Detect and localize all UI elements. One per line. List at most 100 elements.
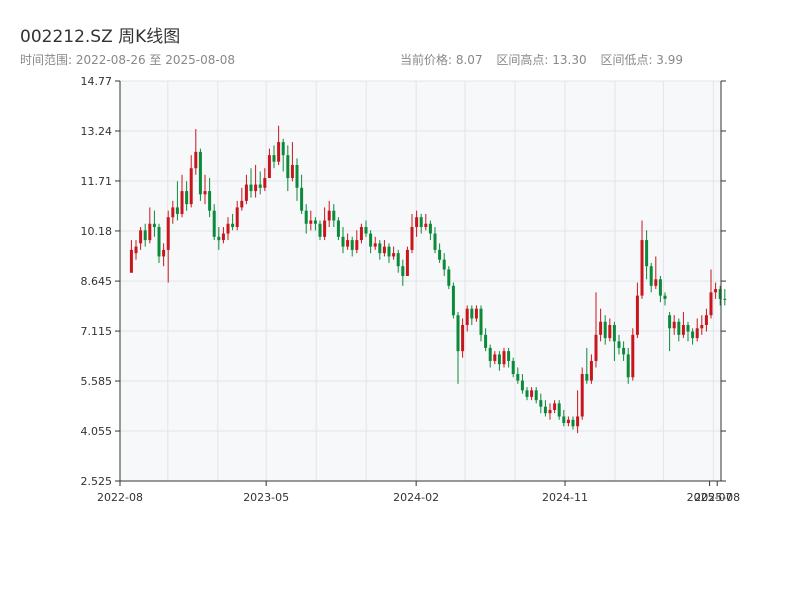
candle-body [700, 325, 704, 329]
candle-body [608, 325, 612, 339]
candle-body [626, 354, 630, 378]
candle-body [295, 164, 299, 188]
candle-body [461, 325, 465, 352]
candles [129, 125, 727, 434]
candle-body [166, 217, 170, 250]
candle-body [589, 360, 593, 381]
candle-body [148, 223, 152, 241]
candle-body [479, 308, 483, 335]
candle-body [263, 178, 267, 188]
candle-body [474, 308, 478, 319]
candle-body [410, 227, 414, 250]
candle-body [267, 155, 271, 179]
candle-body [668, 315, 672, 329]
candle-body [617, 341, 621, 348]
candle-body [235, 207, 239, 228]
candle-body [212, 210, 216, 237]
candle-body [599, 321, 603, 335]
range-high-text: 区间高点: 13.30 [496, 53, 587, 67]
candle-body [373, 243, 377, 247]
y-tick-label: 8.645 [81, 275, 113, 288]
candle-body [447, 269, 451, 286]
y-tick-label: 14.77 [81, 75, 113, 88]
candle-body [530, 390, 534, 397]
candle-body [672, 321, 676, 329]
grid-lines [120, 80, 721, 482]
candle-body [576, 416, 580, 427]
candle-body [488, 347, 492, 361]
candle-body [525, 390, 529, 397]
x-tick-label: 2024-11 [542, 491, 588, 504]
candle-body [254, 184, 258, 192]
candle-body [658, 279, 662, 296]
x-tick-label: 2025-07 [687, 491, 733, 504]
candle-body [378, 243, 382, 254]
candle-body [286, 155, 290, 179]
candle-body [534, 390, 538, 401]
y-tick-label: 10.18 [81, 225, 113, 238]
candle-body [502, 351, 506, 365]
candle-body [249, 184, 253, 192]
candle-body [129, 249, 133, 273]
y-tick-label: 2.525 [81, 475, 113, 488]
candle-body [548, 409, 552, 414]
candle-body [405, 249, 409, 277]
candle-body [203, 191, 207, 195]
candle-body [465, 308, 469, 326]
candle-body [387, 246, 391, 257]
candle-body [438, 249, 442, 260]
candle-body [382, 246, 386, 254]
candle-body [359, 227, 363, 241]
candle-body [401, 266, 405, 277]
candle-body [635, 295, 639, 335]
candle-body [585, 374, 589, 381]
candle-body [718, 289, 722, 299]
candle-body [691, 331, 695, 339]
candle-body [139, 230, 143, 244]
candle-body [451, 285, 455, 316]
candle-body [392, 253, 396, 257]
candle-body [543, 406, 547, 414]
candle-body [185, 191, 189, 205]
candle-body [456, 315, 460, 352]
candle-body [396, 253, 400, 267]
candle-body [681, 325, 685, 335]
candle-body [194, 151, 198, 169]
candle-body [704, 315, 708, 326]
candle-body [663, 295, 667, 299]
candle-body [240, 200, 244, 208]
range-low-text: 区间低点: 3.99 [600, 53, 684, 67]
candle-body [649, 266, 653, 286]
candle-body [539, 400, 543, 407]
candle-body [631, 334, 635, 378]
candle-body [346, 240, 350, 247]
candle-body [313, 220, 317, 224]
candle-body [369, 233, 373, 247]
axes: 2.525 4.055 5.585 7.115 8.645 10.18 11.71 13.24… [81, 75, 741, 504]
candle-body [654, 279, 658, 286]
candle-body [272, 155, 276, 162]
candle-body [424, 223, 428, 228]
y-tick-label: 4.055 [81, 425, 113, 438]
candle-body [622, 347, 626, 355]
candle-body [162, 249, 166, 257]
x-tick-label: 2022-08 [97, 491, 143, 504]
candle-body [364, 227, 368, 234]
candle-body [355, 240, 359, 250]
candle-body [428, 223, 432, 234]
candle-body [180, 191, 184, 214]
candle-body [309, 220, 313, 224]
y-tick-label: 5.585 [81, 375, 113, 388]
candle-body [336, 220, 340, 237]
current-price-text: 当前价格: 8.07 [400, 53, 483, 67]
candle-body [304, 210, 308, 224]
price-summary: 当前价格: 8.07 区间高点: 13.30 区间低点: 3.99 [400, 51, 693, 68]
candle-body [677, 321, 681, 335]
candle-body [318, 223, 322, 237]
candle-body [332, 210, 336, 221]
candle-body [217, 236, 221, 241]
candle-body [134, 246, 138, 254]
candle-body [714, 289, 718, 293]
candle-body [231, 223, 235, 228]
